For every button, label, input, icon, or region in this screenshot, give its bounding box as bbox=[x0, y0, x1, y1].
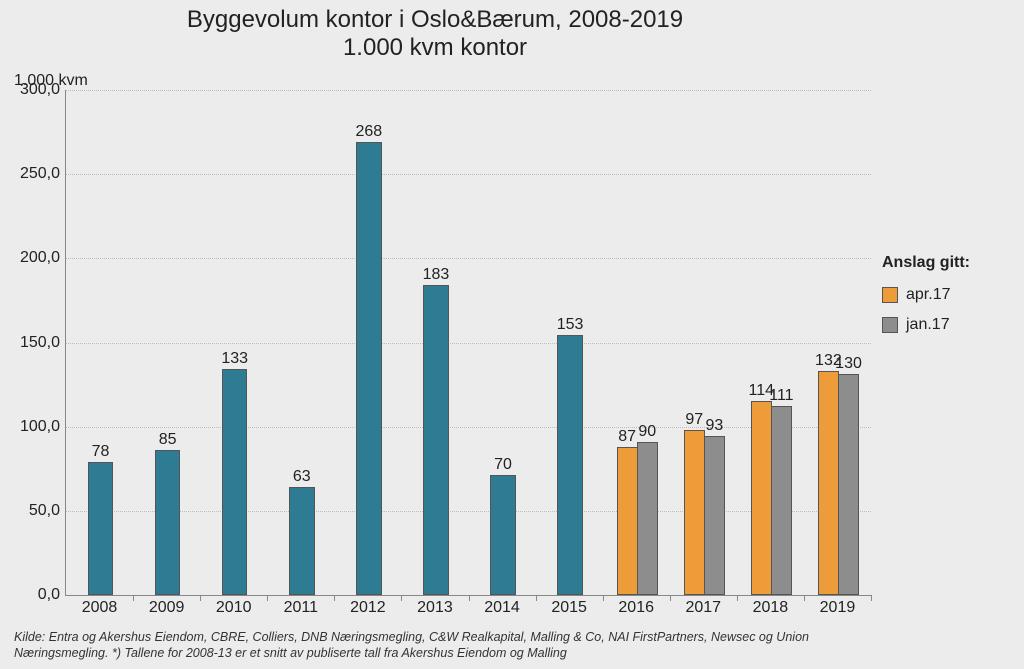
x-tick-label: 2019 bbox=[820, 595, 856, 617]
bar-value-label: 78 bbox=[92, 443, 110, 463]
bar-historical: 133 bbox=[222, 369, 247, 595]
x-tick-label: 2012 bbox=[350, 595, 386, 617]
bar-value-label: 133 bbox=[221, 350, 248, 370]
x-tick-label: 2010 bbox=[216, 595, 252, 617]
gridline bbox=[66, 343, 871, 344]
gridline bbox=[66, 174, 871, 175]
x-tick-label: 2009 bbox=[149, 595, 185, 617]
x-tick-label: 2013 bbox=[417, 595, 453, 617]
bar-value-label: 90 bbox=[638, 423, 656, 443]
bar-value-label: 70 bbox=[494, 456, 512, 476]
bar-historical: 63 bbox=[289, 487, 314, 595]
x-tick-mark bbox=[469, 595, 470, 601]
bar-historical: 183 bbox=[423, 285, 448, 595]
bar-forecast-jan17: 130 bbox=[838, 374, 859, 595]
bar-value-label: 130 bbox=[835, 355, 862, 375]
x-tick-label: 2014 bbox=[484, 595, 520, 617]
x-tick-mark bbox=[267, 595, 268, 601]
x-tick-mark bbox=[133, 595, 134, 601]
y-tick-label: 0,0 bbox=[38, 586, 66, 604]
legend-title: Anslag gitt: bbox=[882, 254, 1012, 272]
bar-forecast-jan17: 90 bbox=[637, 442, 658, 596]
y-tick-label: 150,0 bbox=[20, 334, 66, 352]
y-tick-label: 200,0 bbox=[20, 249, 66, 267]
bar-forecast-jan17: 93 bbox=[704, 436, 725, 595]
x-tick-mark bbox=[670, 595, 671, 601]
bar-value-label: 111 bbox=[769, 387, 793, 407]
x-tick-label: 2016 bbox=[618, 595, 654, 617]
y-tick-label: 250,0 bbox=[20, 165, 66, 183]
chart-title: Byggevolum kontor i Oslo&Bærum, 2008-201… bbox=[0, 6, 870, 62]
bar-historical: 70 bbox=[490, 475, 515, 595]
legend-item: jan.17 bbox=[882, 316, 1012, 334]
x-tick-mark bbox=[536, 595, 537, 601]
y-tick-label: 100,0 bbox=[20, 418, 66, 436]
bar-value-label: 93 bbox=[705, 417, 723, 437]
bar-historical: 153 bbox=[557, 335, 582, 595]
bar-value-label: 63 bbox=[293, 468, 311, 488]
legend-label: apr.17 bbox=[906, 286, 950, 304]
bar-forecast-apr17: 132 bbox=[818, 371, 839, 595]
gridline bbox=[66, 90, 871, 91]
bar-value-label: 97 bbox=[685, 411, 703, 431]
legend-label: jan.17 bbox=[906, 316, 950, 334]
legend: Anslag gitt: apr.17 jan.17 bbox=[882, 254, 1012, 346]
bar-historical: 78 bbox=[88, 462, 113, 595]
x-tick-label: 2015 bbox=[551, 595, 587, 617]
source-footer: Kilde: Entra og Akershus Eiendom, CBRE, … bbox=[14, 629, 1010, 661]
title-line-1: Byggevolum kontor i Oslo&Bærum, 2008-201… bbox=[187, 6, 683, 33]
y-tick-label: 50,0 bbox=[29, 502, 66, 520]
chart-container: Byggevolum kontor i Oslo&Bærum, 2008-201… bbox=[0, 0, 1024, 669]
bar-historical: 268 bbox=[356, 142, 381, 595]
legend-swatch bbox=[882, 317, 898, 333]
x-tick-label: 2011 bbox=[284, 595, 318, 617]
x-tick-mark bbox=[334, 595, 335, 601]
x-tick-mark bbox=[200, 595, 201, 601]
plot-area: 0,050,0100,0150,0200,0250,0300,020087820… bbox=[65, 90, 871, 596]
title-line-2: 1.000 kvm kontor bbox=[343, 34, 527, 61]
x-tick-mark bbox=[401, 595, 402, 601]
x-tick-mark bbox=[737, 595, 738, 601]
bar-forecast-apr17: 97 bbox=[684, 430, 705, 595]
bar-historical: 85 bbox=[155, 450, 180, 595]
x-tick-mark bbox=[804, 595, 805, 601]
bar-forecast-apr17: 114 bbox=[751, 401, 772, 595]
bar-forecast-apr17: 87 bbox=[617, 447, 638, 595]
bar-value-label: 268 bbox=[356, 123, 383, 143]
footer-line-1: Kilde: Entra og Akershus Eiendom, CBRE, … bbox=[14, 630, 809, 644]
x-tick-mark bbox=[871, 595, 872, 601]
bar-value-label: 183 bbox=[423, 266, 450, 286]
y-tick-label: 300,0 bbox=[20, 81, 66, 99]
bar-value-label: 153 bbox=[557, 316, 584, 336]
bar-value-label: 85 bbox=[159, 431, 177, 451]
footer-line-2: Næringsmegling. *) Tallene for 2008-13 e… bbox=[14, 646, 567, 660]
x-tick-label: 2018 bbox=[753, 595, 789, 617]
x-tick-label: 2017 bbox=[685, 595, 721, 617]
bar-value-label: 87 bbox=[618, 428, 636, 448]
legend-item: apr.17 bbox=[882, 286, 1012, 304]
bar-forecast-jan17: 111 bbox=[771, 406, 792, 595]
x-tick-mark bbox=[603, 595, 604, 601]
gridline bbox=[66, 258, 871, 259]
legend-swatch bbox=[882, 287, 898, 303]
x-tick-label: 2008 bbox=[82, 595, 118, 617]
